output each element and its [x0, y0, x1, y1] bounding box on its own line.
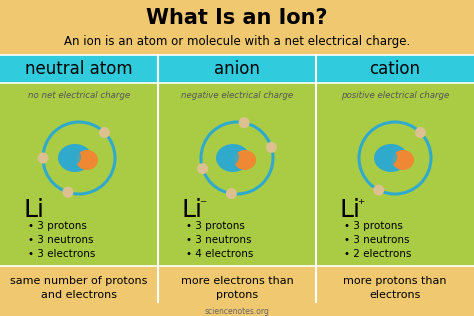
Bar	[0, 0, 474, 55]
Text: Li: Li	[340, 198, 361, 222]
Circle shape	[197, 163, 208, 174]
Circle shape	[238, 117, 250, 128]
Circle shape	[415, 127, 426, 138]
Text: same number of protons
and electrons: same number of protons and electrons	[10, 276, 148, 300]
Text: anion: anion	[214, 60, 260, 78]
Circle shape	[373, 185, 384, 196]
Circle shape	[266, 142, 277, 153]
Bar	[0, 266, 474, 316]
Text: sciencenotes.org: sciencenotes.org	[205, 307, 269, 315]
Text: • 3 neutrons: • 3 neutrons	[345, 235, 410, 245]
Bar	[0, 55, 474, 83]
Text: neutral atom: neutral atom	[25, 60, 133, 78]
Text: • 3 neutrons: • 3 neutrons	[186, 235, 252, 245]
Text: ⁻: ⁻	[199, 198, 206, 212]
Text: An ion is an atom or molecule with a net electrical charge.: An ion is an atom or molecule with a net…	[64, 35, 410, 48]
Text: • 3 protons: • 3 protons	[28, 221, 87, 231]
Text: • 3 electrons: • 3 electrons	[28, 249, 96, 259]
Text: positive electrical charge: positive electrical charge	[341, 92, 449, 100]
Text: • 3 protons: • 3 protons	[345, 221, 403, 231]
Circle shape	[226, 188, 237, 199]
Text: more electrons than
protons: more electrons than protons	[181, 276, 293, 300]
Ellipse shape	[377, 148, 397, 166]
Circle shape	[63, 187, 73, 198]
Ellipse shape	[61, 148, 81, 166]
Ellipse shape	[216, 144, 250, 172]
Text: cation: cation	[370, 60, 420, 78]
Text: • 4 electrons: • 4 electrons	[186, 249, 254, 259]
Ellipse shape	[76, 150, 98, 170]
Text: ⁺: ⁺	[357, 198, 364, 212]
Text: • 3 neutrons: • 3 neutrons	[28, 235, 94, 245]
Ellipse shape	[219, 148, 239, 166]
Text: negative electrical charge: negative electrical charge	[181, 92, 293, 100]
Bar	[0, 83, 474, 266]
Circle shape	[99, 127, 110, 138]
Text: • 3 protons: • 3 protons	[186, 221, 246, 231]
Text: What Is an Ion?: What Is an Ion?	[146, 8, 328, 28]
Ellipse shape	[58, 144, 92, 172]
Text: Li: Li	[182, 198, 203, 222]
Text: Li: Li	[24, 198, 45, 222]
Text: more protons than
electrons: more protons than electrons	[343, 276, 447, 300]
Ellipse shape	[234, 150, 256, 170]
Ellipse shape	[392, 150, 414, 170]
Text: no net electrical charge: no net electrical charge	[28, 92, 130, 100]
Ellipse shape	[374, 144, 408, 172]
Text: • 2 electrons: • 2 electrons	[345, 249, 412, 259]
Circle shape	[37, 153, 48, 163]
